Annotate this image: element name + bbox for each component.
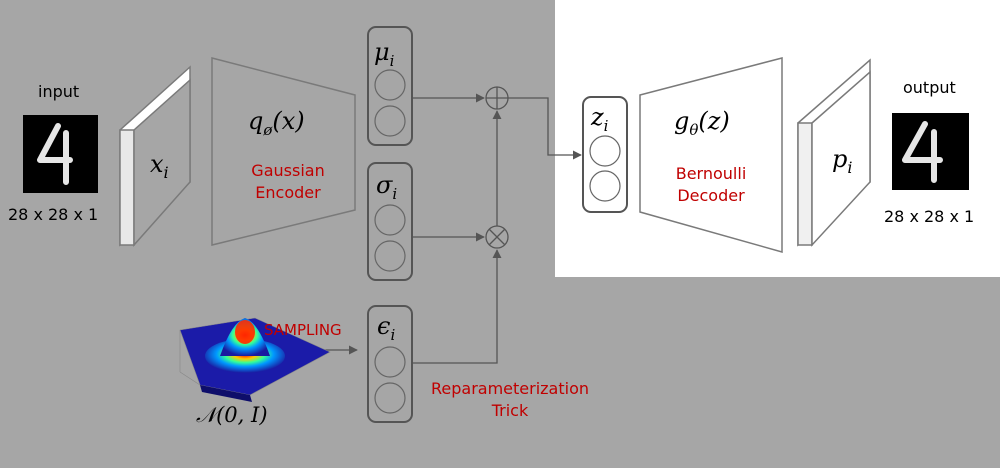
decoder-function: gθ(z) — [674, 107, 730, 139]
output-dims: 28 x 28 x 1 — [884, 207, 975, 226]
gaussian-surface-plot — [179, 317, 331, 402]
mu-label: μi — [374, 38, 395, 70]
reparameterization-caption: Reparameterization Trick — [430, 379, 589, 420]
sum-to-z-arrow — [508, 97, 582, 160]
epsilon-label: ϵi — [377, 312, 396, 344]
z-label: zi — [591, 103, 609, 135]
normal-distribution-label: 𝒩(0, I) — [196, 403, 268, 427]
sampling-label: SAMPLING — [264, 321, 342, 339]
epsilon-to-product-arrow — [412, 249, 502, 364]
decoder-caption: Bernoulli Decoder — [675, 164, 747, 205]
encoder-trapezoid — [211, 57, 356, 246]
output-digit-image — [892, 113, 969, 190]
output-layer-slab-edge — [797, 122, 813, 246]
encoder-function: qø(x) — [248, 107, 305, 139]
epsilon-node — [374, 382, 406, 414]
encoder-caption: Gaussian Encoder — [251, 161, 325, 202]
p-label: pi — [832, 145, 853, 177]
decoder-trapezoid — [639, 57, 783, 253]
input-digit-image — [23, 115, 98, 193]
input-dims: 28 x 28 x 1 — [8, 205, 99, 224]
input-layer-slab-face — [133, 78, 191, 247]
input-label: input — [38, 82, 80, 101]
x-label: xi — [150, 150, 169, 182]
z-node — [589, 135, 621, 167]
z-node — [589, 170, 621, 202]
sigma-label: σi — [376, 171, 398, 203]
output-label: output — [903, 78, 956, 97]
epsilon-node — [374, 346, 406, 378]
input-layer-slab-edge — [119, 129, 135, 246]
sigma-node — [374, 240, 406, 272]
output-layer-slab-face — [811, 70, 871, 247]
mu-node — [374, 105, 406, 137]
mu-node — [374, 69, 406, 101]
sigma-node — [374, 204, 406, 236]
